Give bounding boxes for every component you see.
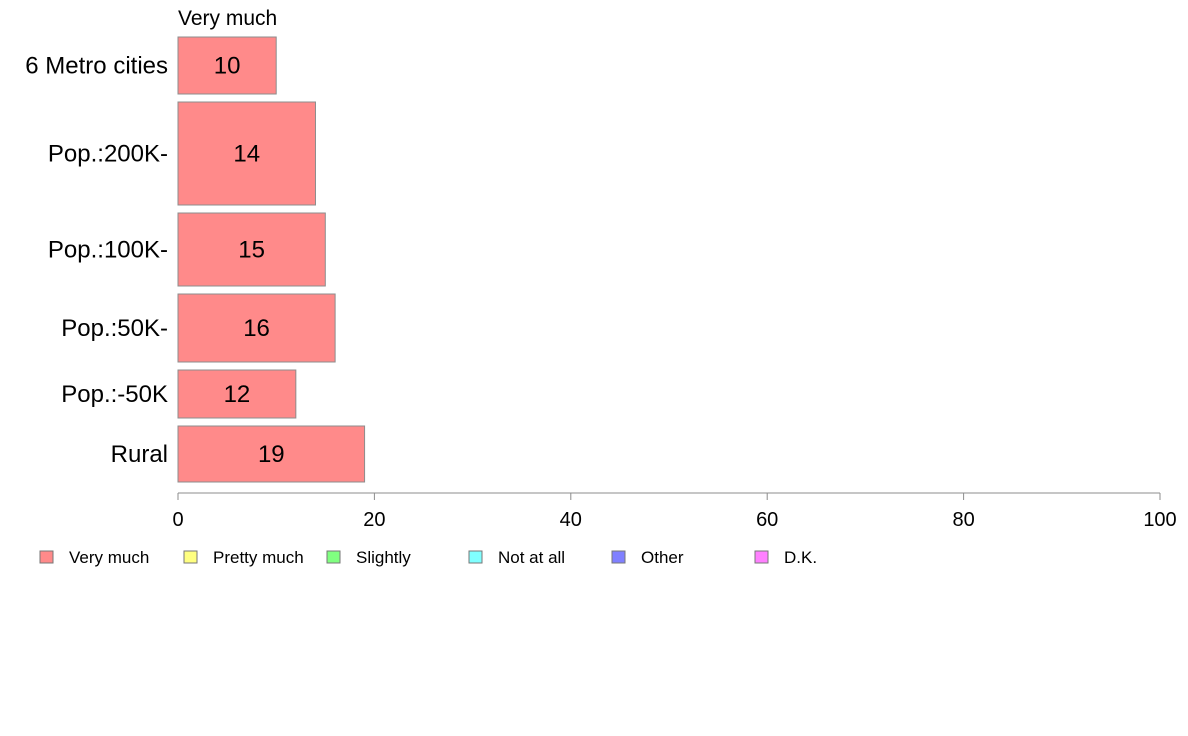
bar <box>177 425 366 483</box>
bar <box>177 212 326 287</box>
legend-label: Very much <box>69 548 149 567</box>
legend-swatch <box>183 550 198 564</box>
legend-label: Slightly <box>356 548 411 567</box>
legend: Very much Pretty much Slightly Not at all Ot… <box>39 548 817 567</box>
bar <box>177 369 297 419</box>
series-heading: Very much <box>178 7 277 30</box>
legend-label: D.K. <box>784 548 817 567</box>
legend-swatch <box>326 550 341 564</box>
legend-swatch <box>39 550 54 564</box>
bar-value-label: 16 <box>243 315 270 342</box>
bar-value-label: 12 <box>224 381 251 408</box>
legend-swatch <box>754 550 769 564</box>
category-label: Pop.:100K- <box>48 237 168 264</box>
bar <box>177 36 277 95</box>
bar-value-label: 19 <box>258 441 285 468</box>
legend-swatch <box>611 550 626 564</box>
x-axis: 0 20 40 60 80 100 <box>172 492 1177 531</box>
bars-group: 10 6 Metro cities 14 Pop.:200K- 15 Pop.:100K-… <box>25 36 366 483</box>
x-tick-label: 80 <box>952 509 974 531</box>
category-label: Pop.:-50K <box>61 381 168 408</box>
bar <box>177 293 336 363</box>
x-tick-label: 0 <box>172 509 183 531</box>
x-tick-label: 60 <box>756 509 778 531</box>
bar-value-label: 14 <box>233 141 260 168</box>
category-label: Rural <box>111 441 168 468</box>
x-tick-label: 40 <box>560 509 582 531</box>
bar-value-label: 10 <box>214 53 241 80</box>
category-label: Pop.:200K- <box>48 141 168 168</box>
x-tick-label: 20 <box>363 509 385 531</box>
category-label: 6 Metro cities <box>25 53 168 80</box>
bar <box>177 101 316 206</box>
legend-swatch <box>468 550 483 564</box>
legend-label: Other <box>641 548 684 567</box>
legend-label: Not at all <box>498 548 565 567</box>
legend-label: Pretty much <box>213 548 304 567</box>
bar-value-label: 15 <box>238 237 265 264</box>
category-label: Pop.:50K- <box>61 315 168 342</box>
x-tick-label: 100 <box>1143 509 1176 531</box>
